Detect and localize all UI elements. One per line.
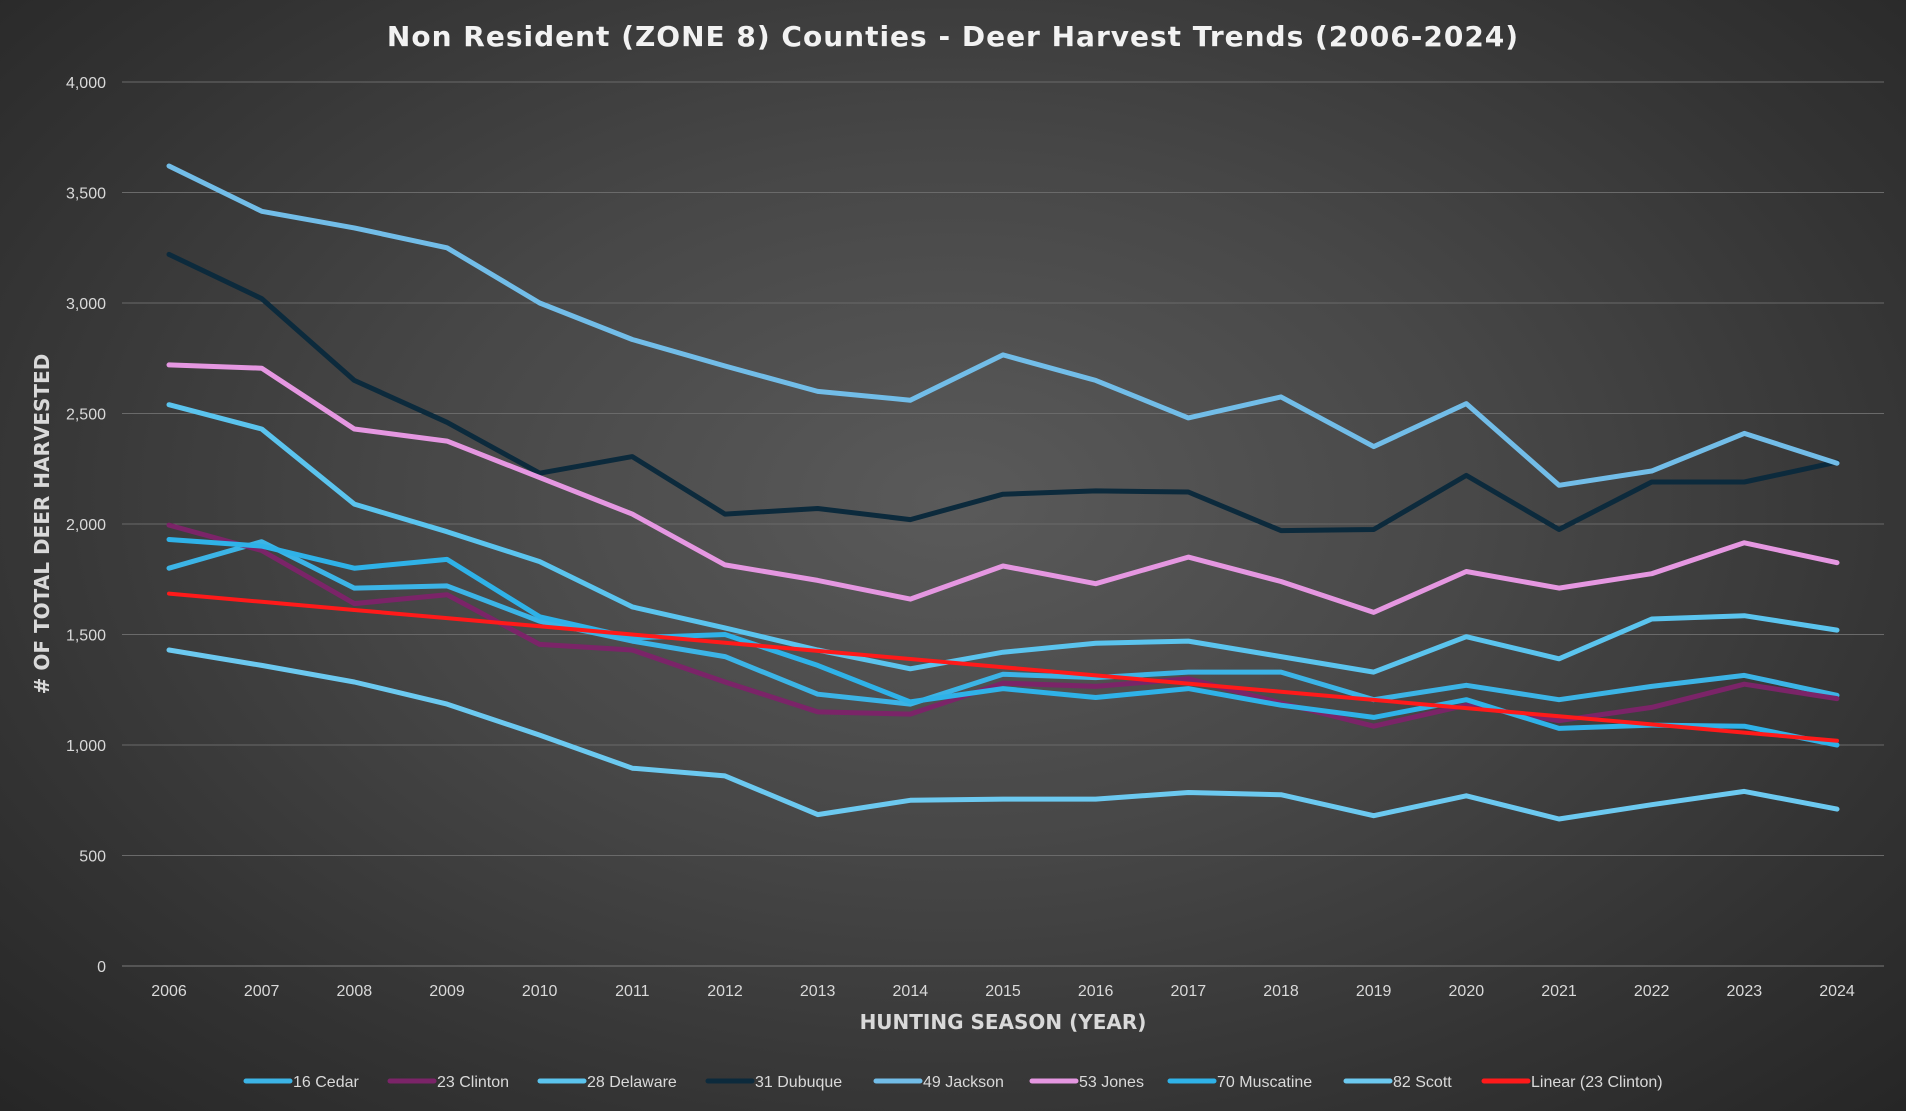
x-axis-tick-labels: 2006 2007 2008 2009 2010 2011 2012 2013 2014 2015… (151, 983, 1855, 1000)
legend-label: 16 Cedar (293, 1074, 359, 1091)
x-tick-label: 2007 (244, 983, 280, 1000)
y-axis-tick-labels: 0 500 1,000 1,500 2,000 2,500 3,000 3,500 4,000 (66, 75, 106, 976)
x-tick-label: 2024 (1819, 983, 1855, 1000)
x-tick-label: 2016 (1078, 983, 1114, 1000)
x-tick-label: 2022 (1634, 983, 1670, 1000)
x-tick-label: 2021 (1541, 983, 1577, 1000)
series-lines (166, 163, 1840, 822)
y-tick-label: 4,000 (66, 75, 106, 92)
x-tick-label: 2020 (1449, 983, 1485, 1000)
x-tick-label: 2019 (1356, 983, 1392, 1000)
chart-title: Non Resident (ZONE 8) Counties - Deer Ha… (387, 20, 1519, 53)
x-tick-label: 2009 (429, 983, 465, 1000)
legend-label: 53 Jones (1079, 1074, 1144, 1091)
y-axis-title: # OF TOTAL DEER HARVESTED (30, 354, 54, 695)
x-tick-label: 2006 (151, 983, 187, 1000)
y-tick-label: 1,500 (66, 628, 106, 645)
x-axis-title: HUNTING SEASON (YEAR) (860, 1010, 1147, 1034)
x-tick-label: 2015 (985, 983, 1021, 1000)
legend: 16 Cedar 23 Clinton 28 Delaware 31 Dubuque 4… (243, 1074, 1663, 1091)
series-line-28-delaware (166, 402, 1840, 675)
legend-label: 28 Delaware (587, 1074, 677, 1091)
series-line-16-cedar (166, 539, 1840, 707)
series-line-linear-23-clinton (167, 591, 1839, 743)
gridlines (122, 81, 1884, 967)
series-line-82-scott (166, 647, 1840, 822)
x-tick-label: 2023 (1727, 983, 1763, 1000)
x-tick-label: 2010 (522, 983, 558, 1000)
x-tick-label: 2011 (615, 983, 650, 1000)
y-tick-label: 0 (97, 959, 106, 976)
y-tick-label: 3,500 (66, 186, 106, 203)
y-tick-label: 1,000 (66, 738, 106, 755)
x-tick-label: 2014 (893, 983, 929, 1000)
series-line-70-muscatine (166, 537, 1840, 748)
legend-label: 49 Jackson (923, 1074, 1004, 1091)
x-tick-label: 2012 (707, 983, 743, 1000)
y-tick-label: 2,000 (66, 517, 106, 534)
series-line-31-dubuque (166, 251, 1840, 534)
y-tick-label: 500 (79, 849, 106, 866)
legend-label: 82 Scott (1393, 1074, 1452, 1091)
legend-label: 70 Muscatine (1217, 1074, 1312, 1091)
y-tick-label: 3,000 (66, 296, 106, 313)
x-tick-label: 2018 (1263, 983, 1299, 1000)
series-line-53-jones (166, 362, 1840, 615)
x-tick-label: 2017 (1171, 983, 1207, 1000)
x-tick-label: 2008 (337, 983, 373, 1000)
legend-label: Linear (23 Clinton) (1531, 1074, 1663, 1091)
legend-label: 31 Dubuque (755, 1074, 842, 1091)
series-line-49-jackson (166, 163, 1840, 488)
legend-label: 23 Clinton (437, 1074, 509, 1091)
x-tick-label: 2013 (800, 983, 836, 1000)
series-line-23-clinton (166, 522, 1840, 729)
y-tick-label: 2,500 (66, 407, 106, 424)
